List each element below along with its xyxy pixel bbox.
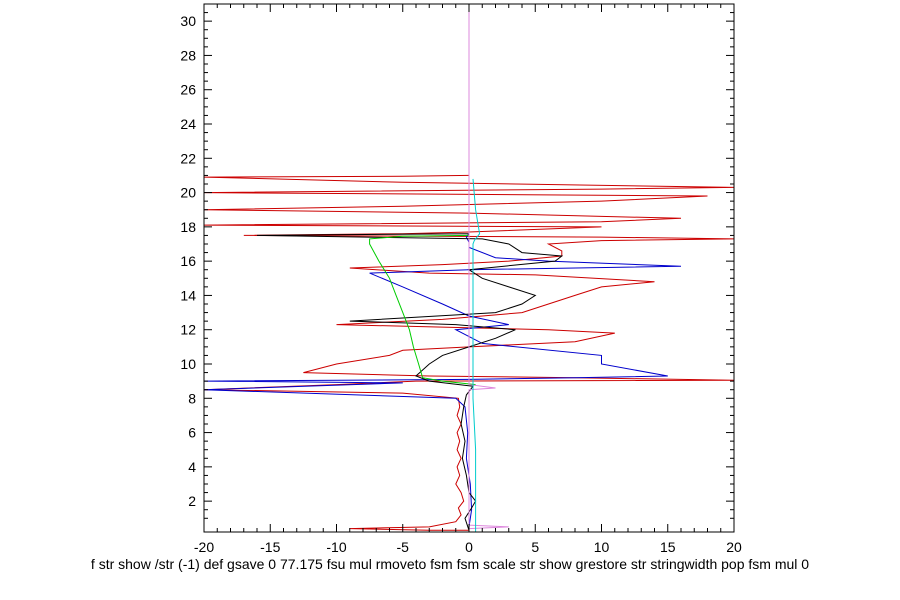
x-tick-label: 15 [660, 539, 676, 555]
y-tick-label: 26 [180, 82, 196, 98]
y-tick-label: 6 [188, 425, 196, 441]
y-tick-label: 28 [180, 47, 196, 63]
y-tick-label: 12 [180, 322, 196, 338]
x-tick-label: 0 [465, 539, 473, 555]
x-tick-label: -20 [194, 539, 214, 555]
x-tick-label: -5 [397, 539, 410, 555]
y-tick-label: 20 [180, 185, 196, 201]
y-tick-label: 8 [188, 390, 196, 406]
ticks-layer: -20 -15 -10 -5 0 5 10 15 20246810121416182022242… [180, 3, 742, 555]
y-tick-label: 24 [180, 116, 196, 132]
y-tick-label: 22 [180, 150, 196, 166]
y-tick-label: 14 [180, 287, 196, 303]
series-line-6 [472, 178, 481, 532]
y-tick-label: 4 [188, 459, 196, 475]
x-tick-label: 5 [531, 539, 539, 555]
x-tick-label: 20 [726, 539, 742, 555]
x-axis-label: f str show /str (-1) def gsave 0 77.175 … [91, 556, 809, 572]
y-tick-label: 30 [180, 13, 196, 29]
series-layer [204, 4, 734, 532]
x-tick-label: -10 [326, 539, 346, 555]
series-line-2 [204, 4, 682, 527]
series-line-3 [256, 233, 564, 531]
y-tick-label: 16 [180, 253, 196, 269]
y-tick-label: 18 [180, 219, 196, 235]
x-tick-label: 10 [594, 539, 610, 555]
series-line-4 [369, 234, 476, 386]
x-tick-label: -15 [260, 539, 280, 555]
y-tick-label: 2 [188, 493, 196, 509]
series-line-5 [468, 4, 509, 531]
y-tick-label: 10 [180, 356, 196, 372]
